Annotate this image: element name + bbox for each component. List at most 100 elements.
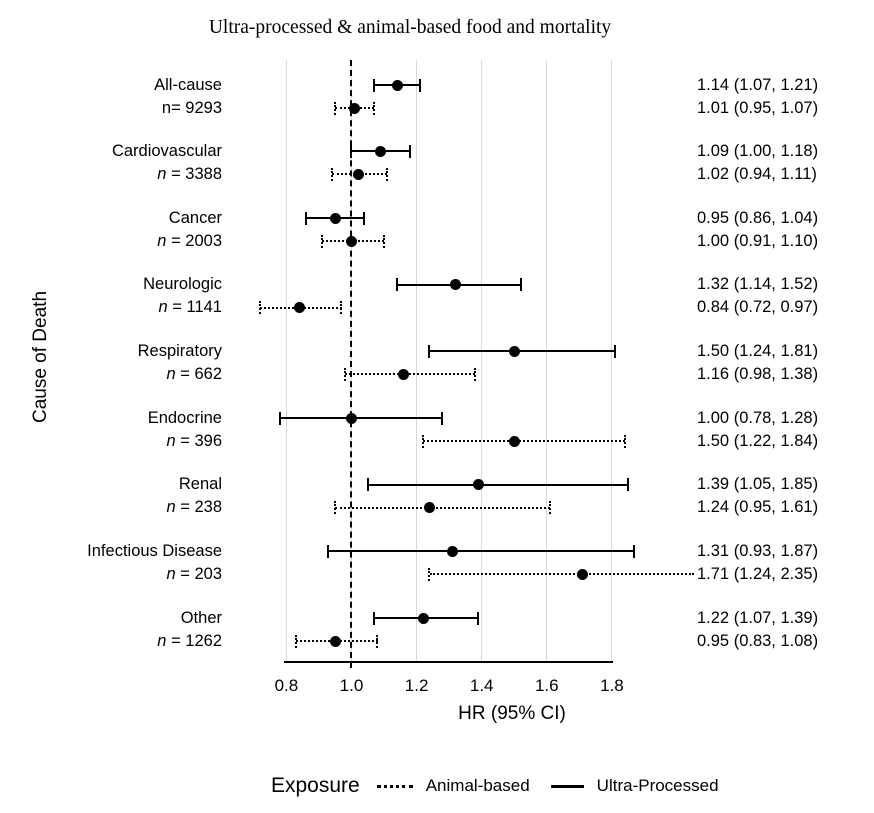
ci-cap: [373, 101, 376, 115]
ci-cap: [294, 634, 297, 648]
ci-cap: [376, 634, 379, 648]
hr-value-animal-based: 0.95 (0.83, 1.08): [697, 631, 819, 650]
category-n: n = 2003: [157, 231, 222, 250]
category-name: Renal: [178, 475, 222, 494]
x-tick-label: 1.6: [534, 676, 559, 695]
category-name: All-cause: [154, 75, 222, 94]
hr-values: 1.39 (1.05, 1.85) 1.24 (0.95, 1.61): [697, 473, 818, 519]
ci-cap: [519, 278, 522, 292]
category-n: n = 396: [166, 431, 222, 450]
legend: Exposure Animal-based Ultra-Processed: [271, 774, 719, 798]
ci-cap: [626, 478, 629, 492]
ci-cap: [548, 501, 551, 515]
hr-value-animal-based: 1.00 (0.91, 1.10): [697, 231, 819, 250]
legend-entry-ultra-processed: Ultra-Processed: [596, 776, 719, 795]
category-label: Neurologic n = 1141: [0, 273, 222, 319]
x-tick-label: 0.8: [274, 676, 299, 695]
ci-cap: [330, 168, 333, 182]
hr-value-ultra-processed: 1.31 (0.93, 1.87): [697, 542, 819, 561]
category-n: n = 3388: [157, 165, 222, 184]
point-marker: [446, 546, 458, 558]
category-label: Infectious Disease n = 203: [0, 540, 222, 586]
x-axis-line: [284, 660, 613, 663]
category-name: Neurologic: [143, 275, 222, 294]
legend-entry-animal-based: Animal-based: [425, 776, 530, 795]
gridline: [611, 60, 613, 662]
ci-cap: [333, 501, 336, 515]
point-marker: [293, 302, 305, 314]
point-marker: [398, 369, 410, 381]
hr-value-animal-based: 1.16 (0.98, 1.38): [697, 365, 819, 384]
category-name: Endocrine: [147, 408, 222, 427]
ci-cap: [373, 611, 376, 625]
hr-value-ultra-processed: 1.39 (1.05, 1.85): [697, 475, 819, 494]
legend-title: Exposure: [271, 774, 360, 797]
point-marker: [424, 502, 436, 514]
ci-line-solid: [279, 417, 443, 419]
ci-cap: [363, 211, 366, 225]
ci-cap: [623, 434, 626, 448]
point-marker: [329, 212, 341, 224]
ci-cap: [327, 545, 330, 559]
chart-title: Ultra-processed & animal-based food and …: [208, 17, 612, 38]
solid-line-swatch-icon: [550, 784, 584, 788]
ci-cap: [428, 345, 431, 359]
ci-cap: [382, 234, 385, 248]
ci-cap: [343, 368, 346, 382]
ci-cap: [340, 301, 343, 315]
hr-value-ultra-processed: 1.14 (1.07, 1.21): [697, 75, 819, 94]
ci-cap: [373, 78, 376, 92]
ci-cap: [386, 168, 389, 182]
hr-values: 1.31 (0.93, 1.87) 1.71 (1.24, 2.35): [697, 540, 818, 586]
ci-cap: [428, 568, 431, 582]
ci-cap: [333, 101, 336, 115]
reference-line: [350, 60, 353, 668]
hr-value-animal-based: 0.84 (0.72, 0.97): [697, 298, 819, 317]
dotted-line-swatch-icon: [376, 784, 413, 788]
hr-values: 1.14 (1.07, 1.21) 1.01 (0.95, 1.07): [697, 74, 818, 120]
ci-cap: [421, 434, 424, 448]
ci-cap: [418, 78, 421, 92]
gridline: [480, 60, 482, 662]
hr-value-ultra-processed: 1.50 (1.24, 1.81): [697, 342, 819, 361]
ci-line-dotted: [344, 373, 476, 376]
hr-values: 1.32 (1.14, 1.52) 0.84 (0.72, 0.97): [697, 273, 818, 319]
hr-value-ultra-processed: 1.00 (0.78, 1.28): [697, 408, 819, 427]
hr-value-ultra-processed: 1.09 (1.00, 1.18): [697, 142, 819, 161]
hr-values: 1.22 (1.07, 1.39) 0.95 (0.83, 1.08): [697, 607, 818, 653]
ci-cap: [366, 478, 369, 492]
category-n: n = 1141: [158, 298, 222, 317]
ci-cap: [278, 411, 281, 425]
hr-value-animal-based: 1.02 (0.94, 1.11): [697, 165, 817, 184]
category-n: n = 662: [166, 365, 222, 384]
ci-line-solid: [429, 350, 616, 353]
category-n: n = 203: [166, 565, 222, 584]
point-marker: [508, 435, 520, 447]
category-label: Other n = 1262: [0, 607, 222, 653]
ci-line-dotted: [429, 573, 694, 576]
point-marker: [472, 479, 484, 491]
point-marker: [391, 79, 403, 91]
ci-cap: [613, 345, 616, 359]
hr-values: 1.50 (1.24, 1.81) 1.16 (0.98, 1.38): [697, 340, 818, 386]
ci-line-dotted: [423, 440, 625, 442]
hr-value-animal-based: 1.01 (0.95, 1.07): [697, 98, 819, 117]
ci-cap: [395, 278, 398, 292]
category-name: Cardiovascular: [111, 142, 222, 161]
point-marker: [375, 146, 387, 158]
category-name: Infectious Disease: [87, 542, 222, 561]
hr-value-animal-based: 1.24 (0.95, 1.61): [697, 498, 819, 517]
ci-cap: [477, 611, 480, 625]
hr-values: 1.09 (1.00, 1.18) 1.02 (0.94, 1.11): [697, 140, 818, 186]
category-label: Endocrine n = 396: [0, 407, 222, 453]
category-label: Cardiovascular n = 3388: [0, 140, 222, 186]
category-n: n= 9293: [161, 98, 222, 117]
ci-cap: [259, 301, 262, 315]
hr-value-ultra-processed: 0.95 (0.86, 1.04): [697, 208, 819, 227]
hr-value-ultra-processed: 1.32 (1.14, 1.52): [697, 275, 819, 294]
point-marker: [450, 279, 462, 291]
ci-cap: [408, 145, 411, 159]
category-label: Respiratory n = 662: [0, 340, 222, 386]
